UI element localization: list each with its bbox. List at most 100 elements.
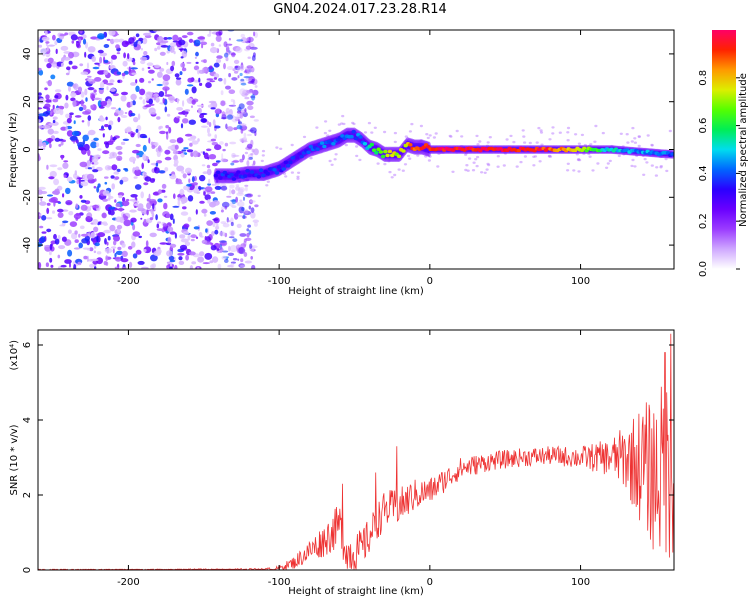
noise-blob xyxy=(132,223,136,231)
ridge-core xyxy=(358,135,363,139)
noise-blob xyxy=(72,83,77,89)
faint-dot xyxy=(483,171,487,174)
noise-blob xyxy=(241,207,245,211)
noise-blob xyxy=(63,160,69,163)
noise-blob xyxy=(212,162,218,167)
noise-blob xyxy=(189,142,193,147)
noise-blob xyxy=(80,71,89,75)
ridge-core xyxy=(288,160,293,164)
noise-blob xyxy=(184,88,189,95)
noise-blob xyxy=(105,116,108,121)
faint-dot xyxy=(355,145,359,148)
noise-blob xyxy=(130,194,138,198)
noise-blob xyxy=(145,240,149,248)
noise-blob xyxy=(38,186,46,190)
noise-blob xyxy=(173,154,179,161)
faint-dot xyxy=(416,154,420,157)
faint-dot xyxy=(488,136,492,139)
noise-blob xyxy=(130,112,136,117)
noise-blob xyxy=(104,176,109,179)
noise-blob xyxy=(107,98,112,105)
noise-blob xyxy=(156,150,161,158)
noise-blob xyxy=(108,30,116,36)
noise-blob xyxy=(229,141,237,145)
noise-blob xyxy=(187,77,194,83)
noise-blob xyxy=(110,246,117,249)
noise-blob xyxy=(175,181,183,185)
noise-blob xyxy=(38,98,45,104)
noise-blob xyxy=(174,232,177,239)
faint-dot xyxy=(302,135,307,139)
noise-blob xyxy=(40,236,46,243)
snr-background xyxy=(38,330,674,570)
noise-blob xyxy=(157,198,163,203)
noise-blob xyxy=(157,145,162,152)
faint-dot xyxy=(535,141,539,144)
noise-blob xyxy=(105,142,110,149)
noise-blob xyxy=(60,126,67,131)
noise-blob xyxy=(109,88,116,92)
noise-blob xyxy=(207,133,212,137)
ridge-core xyxy=(236,170,241,174)
noise-blob xyxy=(190,238,195,242)
noise-blob xyxy=(81,120,85,123)
noise-blob xyxy=(162,74,171,81)
noise-blob xyxy=(108,120,114,126)
noise-blob xyxy=(248,230,252,235)
noise-blob xyxy=(166,250,173,257)
noise-blob xyxy=(117,79,121,83)
noise-blob xyxy=(243,196,245,201)
noise-blob xyxy=(70,34,78,41)
noise-blob xyxy=(240,82,247,86)
noise-blob xyxy=(176,98,179,104)
noise-blob xyxy=(97,232,106,238)
noise-blob xyxy=(248,205,251,210)
noise-blob xyxy=(242,214,246,219)
noise-blob xyxy=(100,100,108,107)
y-tick-label: 4 xyxy=(22,417,33,423)
ridge-core xyxy=(299,154,304,159)
noise-blob xyxy=(228,73,232,78)
noise-blob xyxy=(115,145,123,151)
noise-blob xyxy=(127,53,130,60)
noise-blob xyxy=(80,204,88,211)
noise-blob xyxy=(89,263,95,268)
noise-blob xyxy=(77,261,82,266)
noise-blob xyxy=(177,199,181,207)
noise-blob xyxy=(78,177,81,185)
faint-dot xyxy=(367,121,371,125)
noise-blob xyxy=(191,176,195,183)
noise-blob xyxy=(240,258,244,263)
noise-blob xyxy=(232,258,238,261)
noise-blob xyxy=(207,183,212,186)
ridge-core xyxy=(222,170,228,175)
faint-dot xyxy=(593,140,597,143)
noise-blob xyxy=(195,61,199,64)
ridge-core xyxy=(315,147,320,151)
noise-blob xyxy=(123,52,126,59)
noise-blob xyxy=(58,32,65,40)
noise-blob xyxy=(121,91,128,96)
noise-blob xyxy=(114,253,117,258)
faint-dot xyxy=(577,170,581,173)
faint-dot xyxy=(480,171,484,174)
noise-blob xyxy=(90,156,99,163)
noise-blob xyxy=(167,145,175,150)
faint-dot xyxy=(551,126,555,129)
ridge-core xyxy=(281,167,286,171)
noise-blob xyxy=(38,262,42,269)
noise-blob xyxy=(179,244,188,250)
noise-blob xyxy=(69,262,71,268)
noise-blob xyxy=(155,214,158,221)
snr-x-ticks: -200 -100 0 100 xyxy=(117,330,590,588)
noise-blob xyxy=(210,242,214,246)
noise-blob xyxy=(111,164,118,171)
noise-blob xyxy=(168,95,175,101)
noise-blob xyxy=(107,197,111,201)
noise-blob xyxy=(134,203,140,207)
noise-blob xyxy=(229,245,238,253)
noise-blob xyxy=(218,44,222,47)
ridge-core xyxy=(272,168,277,172)
noise-blob xyxy=(204,194,211,201)
noise-blob xyxy=(156,160,163,164)
